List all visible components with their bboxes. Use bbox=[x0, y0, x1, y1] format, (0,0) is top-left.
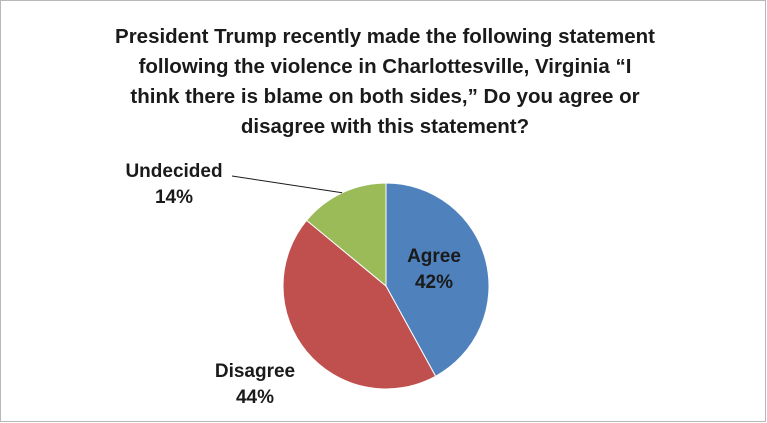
chart-title-line-4: disagree with this statement? bbox=[240, 115, 530, 138]
pie-slice-agree bbox=[385, 182, 490, 377]
pie-slice-disagree bbox=[282, 219, 437, 390]
data-label-disagree-name: Disagree bbox=[215, 361, 295, 382]
data-label-undecided-value: 14% bbox=[155, 187, 193, 208]
undecided-leader-line bbox=[231, 175, 343, 194]
data-label-agree-value: 42% bbox=[415, 272, 453, 293]
pie-data-labels: Agree 42% Disagree 44% Undecided 14% bbox=[125, 161, 460, 408]
chart-title-line-3: think there is blame on both sides,” Do … bbox=[130, 85, 640, 108]
data-label-undecided-name: Undecided bbox=[125, 161, 222, 182]
chart-title: President Trump recently made the follow… bbox=[40, 22, 730, 142]
chart-title-line-1: President Trump recently made the follow… bbox=[115, 25, 655, 48]
data-label-agree-name: Agree bbox=[407, 246, 461, 267]
pie-slice-undecided bbox=[305, 182, 387, 288]
pie-slices bbox=[282, 182, 490, 390]
chart-title-line-2: following the violence in Charlottesvill… bbox=[138, 55, 632, 78]
data-label-disagree-value: 44% bbox=[236, 387, 274, 408]
